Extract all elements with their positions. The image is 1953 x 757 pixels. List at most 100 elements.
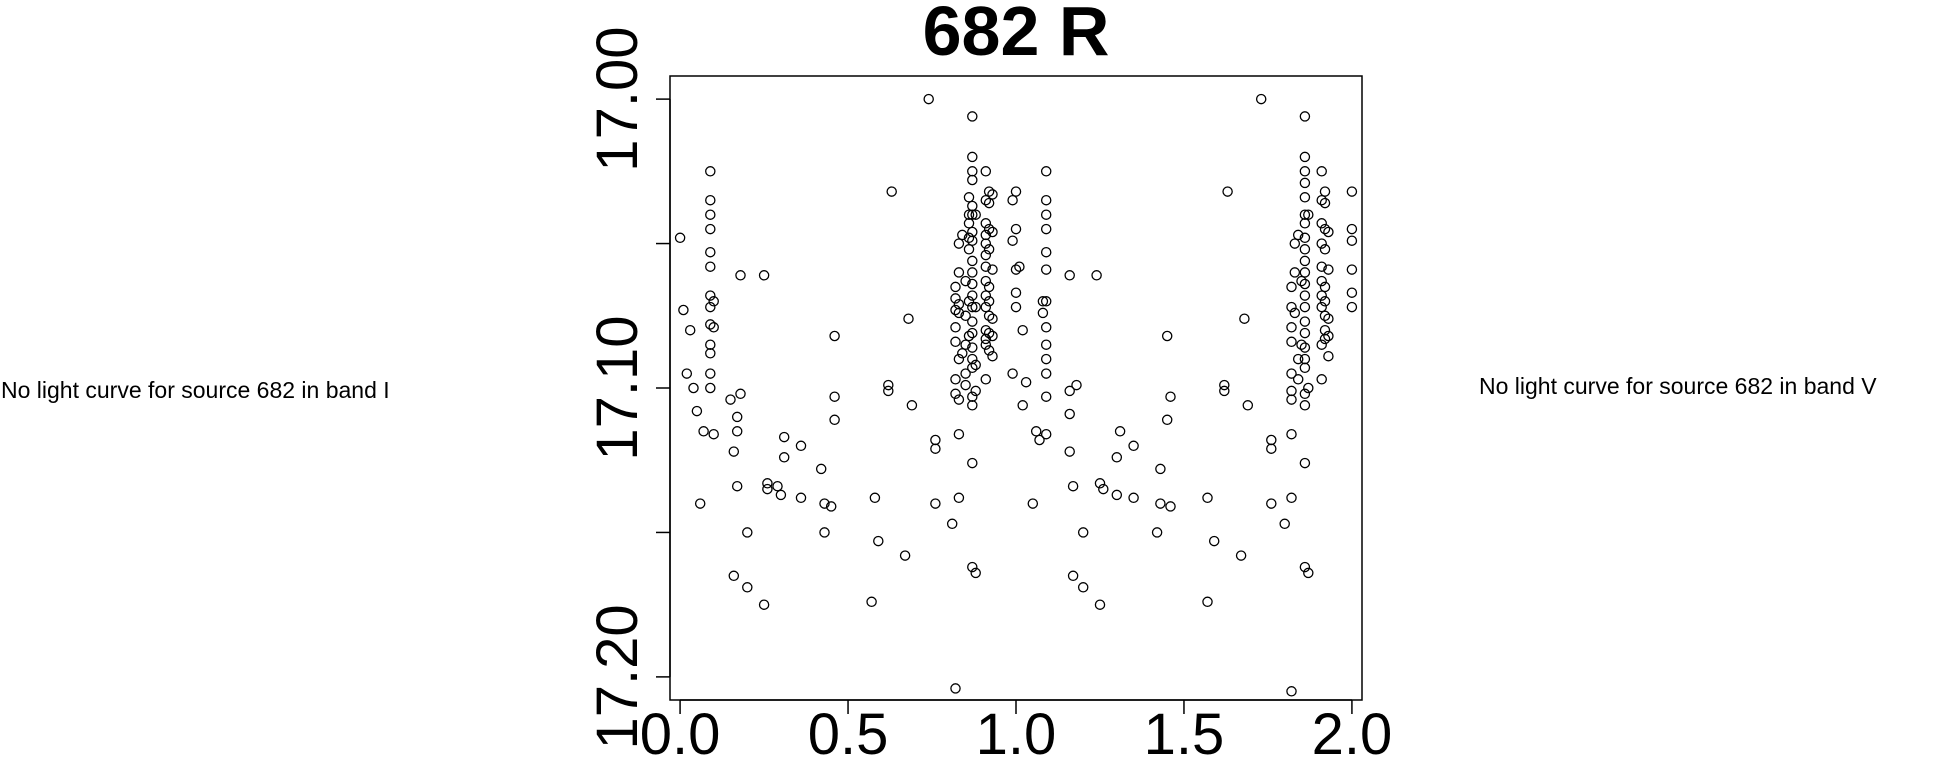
- data-point: [705, 339, 716, 350]
- data-point: [1316, 166, 1327, 177]
- data-point: [772, 480, 783, 492]
- data-point: [1007, 194, 1018, 206]
- data-point: [983, 296, 995, 307]
- data-point: [1292, 229, 1304, 241]
- data-point: [1020, 376, 1032, 388]
- data-point: [1165, 391, 1176, 402]
- data-point: [1303, 382, 1314, 394]
- data-point: [1010, 301, 1022, 313]
- data-point: [1299, 244, 1311, 255]
- data-point: [960, 275, 971, 287]
- data-point: [869, 492, 881, 504]
- data-point: [684, 324, 696, 336]
- data-point: [1040, 194, 1052, 206]
- data-point: [1091, 270, 1102, 281]
- data-point: [1303, 567, 1314, 579]
- data-point: [953, 307, 965, 319]
- data-point: [980, 339, 992, 350]
- data-point: [1299, 353, 1311, 365]
- data-point: [1299, 388, 1311, 400]
- data-point: [960, 310, 971, 322]
- data-point: [1040, 391, 1052, 402]
- data-point: [1299, 561, 1311, 573]
- data-point: [705, 223, 716, 235]
- data-point: [1094, 599, 1106, 610]
- data-point: [1094, 478, 1106, 489]
- data-point: [1111, 489, 1123, 501]
- data-point: [1279, 518, 1290, 530]
- data-point: [953, 492, 965, 504]
- data-point: [1323, 264, 1334, 275]
- data-point: [963, 218, 975, 229]
- data-point: [967, 316, 978, 327]
- data-point: [1040, 166, 1052, 177]
- data-point: [903, 313, 914, 324]
- data-point: [1010, 287, 1022, 298]
- data-point: [967, 235, 978, 246]
- data-point: [1010, 264, 1022, 275]
- data-point: [980, 275, 992, 287]
- data-point: [983, 186, 995, 197]
- data-point: [705, 301, 716, 313]
- data-point: [967, 267, 978, 278]
- data-point: [705, 166, 716, 177]
- data-point: [1319, 223, 1331, 235]
- data-point: [950, 281, 961, 293]
- data-point: [1303, 209, 1314, 220]
- data-point: [983, 310, 995, 322]
- data-point: [705, 319, 716, 330]
- data-point: [866, 596, 877, 608]
- data-point: [1299, 400, 1311, 411]
- data-point: [1286, 301, 1297, 313]
- y-axis: 17.00 17.10 17.20: [585, 27, 671, 749]
- data-point: [1219, 379, 1230, 391]
- data-point: [953, 394, 965, 405]
- data-point: [1286, 428, 1297, 440]
- data-point: [967, 362, 978, 374]
- data-point: [967, 327, 978, 339]
- data-point: [1255, 93, 1267, 105]
- data-point: [1346, 287, 1358, 298]
- data-point: [758, 599, 770, 610]
- data-point: [1346, 223, 1358, 235]
- data-point: [1064, 408, 1075, 420]
- data-point: [1299, 232, 1311, 244]
- data-point: [950, 293, 961, 304]
- data-point: [778, 431, 790, 443]
- data-point: [967, 301, 978, 313]
- data-point: [1286, 322, 1297, 333]
- data-point: [983, 281, 995, 293]
- data-point: [980, 166, 992, 177]
- data-point: [1286, 394, 1297, 405]
- data-point: [1098, 483, 1109, 495]
- data-point: [967, 111, 978, 122]
- data-point: [1319, 296, 1331, 307]
- data-point: [1077, 527, 1089, 538]
- data-point: [1323, 313, 1334, 324]
- data-point: [762, 478, 773, 489]
- data-point: [1128, 440, 1139, 452]
- x-tick-label: 1.5: [1144, 702, 1225, 757]
- data-point: [742, 582, 753, 593]
- data-point: [1040, 368, 1052, 379]
- data-point: [1064, 270, 1075, 281]
- data-point: [1296, 275, 1307, 287]
- data-point: [930, 443, 941, 454]
- data-point: [1165, 501, 1176, 512]
- data-point: [1239, 313, 1250, 324]
- data-point: [1289, 307, 1301, 319]
- x-tick-label: 2.0: [1312, 702, 1393, 757]
- data-point: [950, 388, 961, 400]
- data-point: [980, 218, 992, 229]
- data-point: [980, 261, 992, 272]
- data-point: [960, 339, 971, 350]
- data-point: [960, 368, 971, 379]
- data-point: [819, 527, 830, 538]
- y-tick-label: 17.00: [585, 27, 650, 172]
- data-point: [1208, 535, 1220, 547]
- data-point: [1040, 246, 1052, 258]
- data-point: [987, 330, 998, 342]
- data-point: [829, 330, 840, 342]
- data-point: [1034, 434, 1045, 446]
- data-point: [946, 518, 958, 530]
